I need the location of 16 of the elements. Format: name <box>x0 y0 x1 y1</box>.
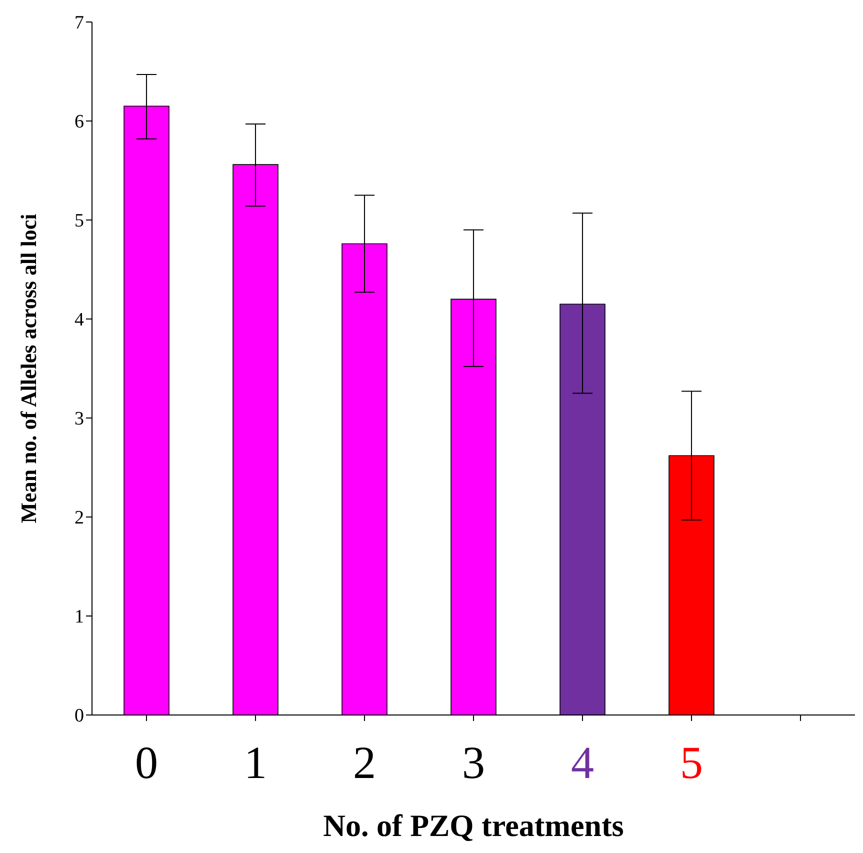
y-tick-label: 6 <box>74 112 84 133</box>
y-tick-label: 4 <box>74 310 84 331</box>
y-tick-label: 3 <box>74 408 84 430</box>
x-tick-label: 2 <box>353 737 376 788</box>
y-tick-label: 0 <box>74 706 84 727</box>
x-tick-label: 4 <box>571 737 594 788</box>
x-tick-label: 3 <box>462 737 485 788</box>
x-tick-label: 1 <box>244 737 267 788</box>
x-tick-label: 0 <box>135 737 158 788</box>
y-tick-label: 7 <box>74 12 84 34</box>
y-tick-label: 2 <box>74 508 84 529</box>
y-tick-label: 5 <box>74 210 84 232</box>
x-tick-label: 5 <box>680 737 703 788</box>
x-axis-title: No. of PZQ treatments <box>323 808 624 843</box>
y-axis-title: Mean no. of Alleles across all loci <box>16 214 41 524</box>
y-tick-label: 1 <box>74 606 84 628</box>
